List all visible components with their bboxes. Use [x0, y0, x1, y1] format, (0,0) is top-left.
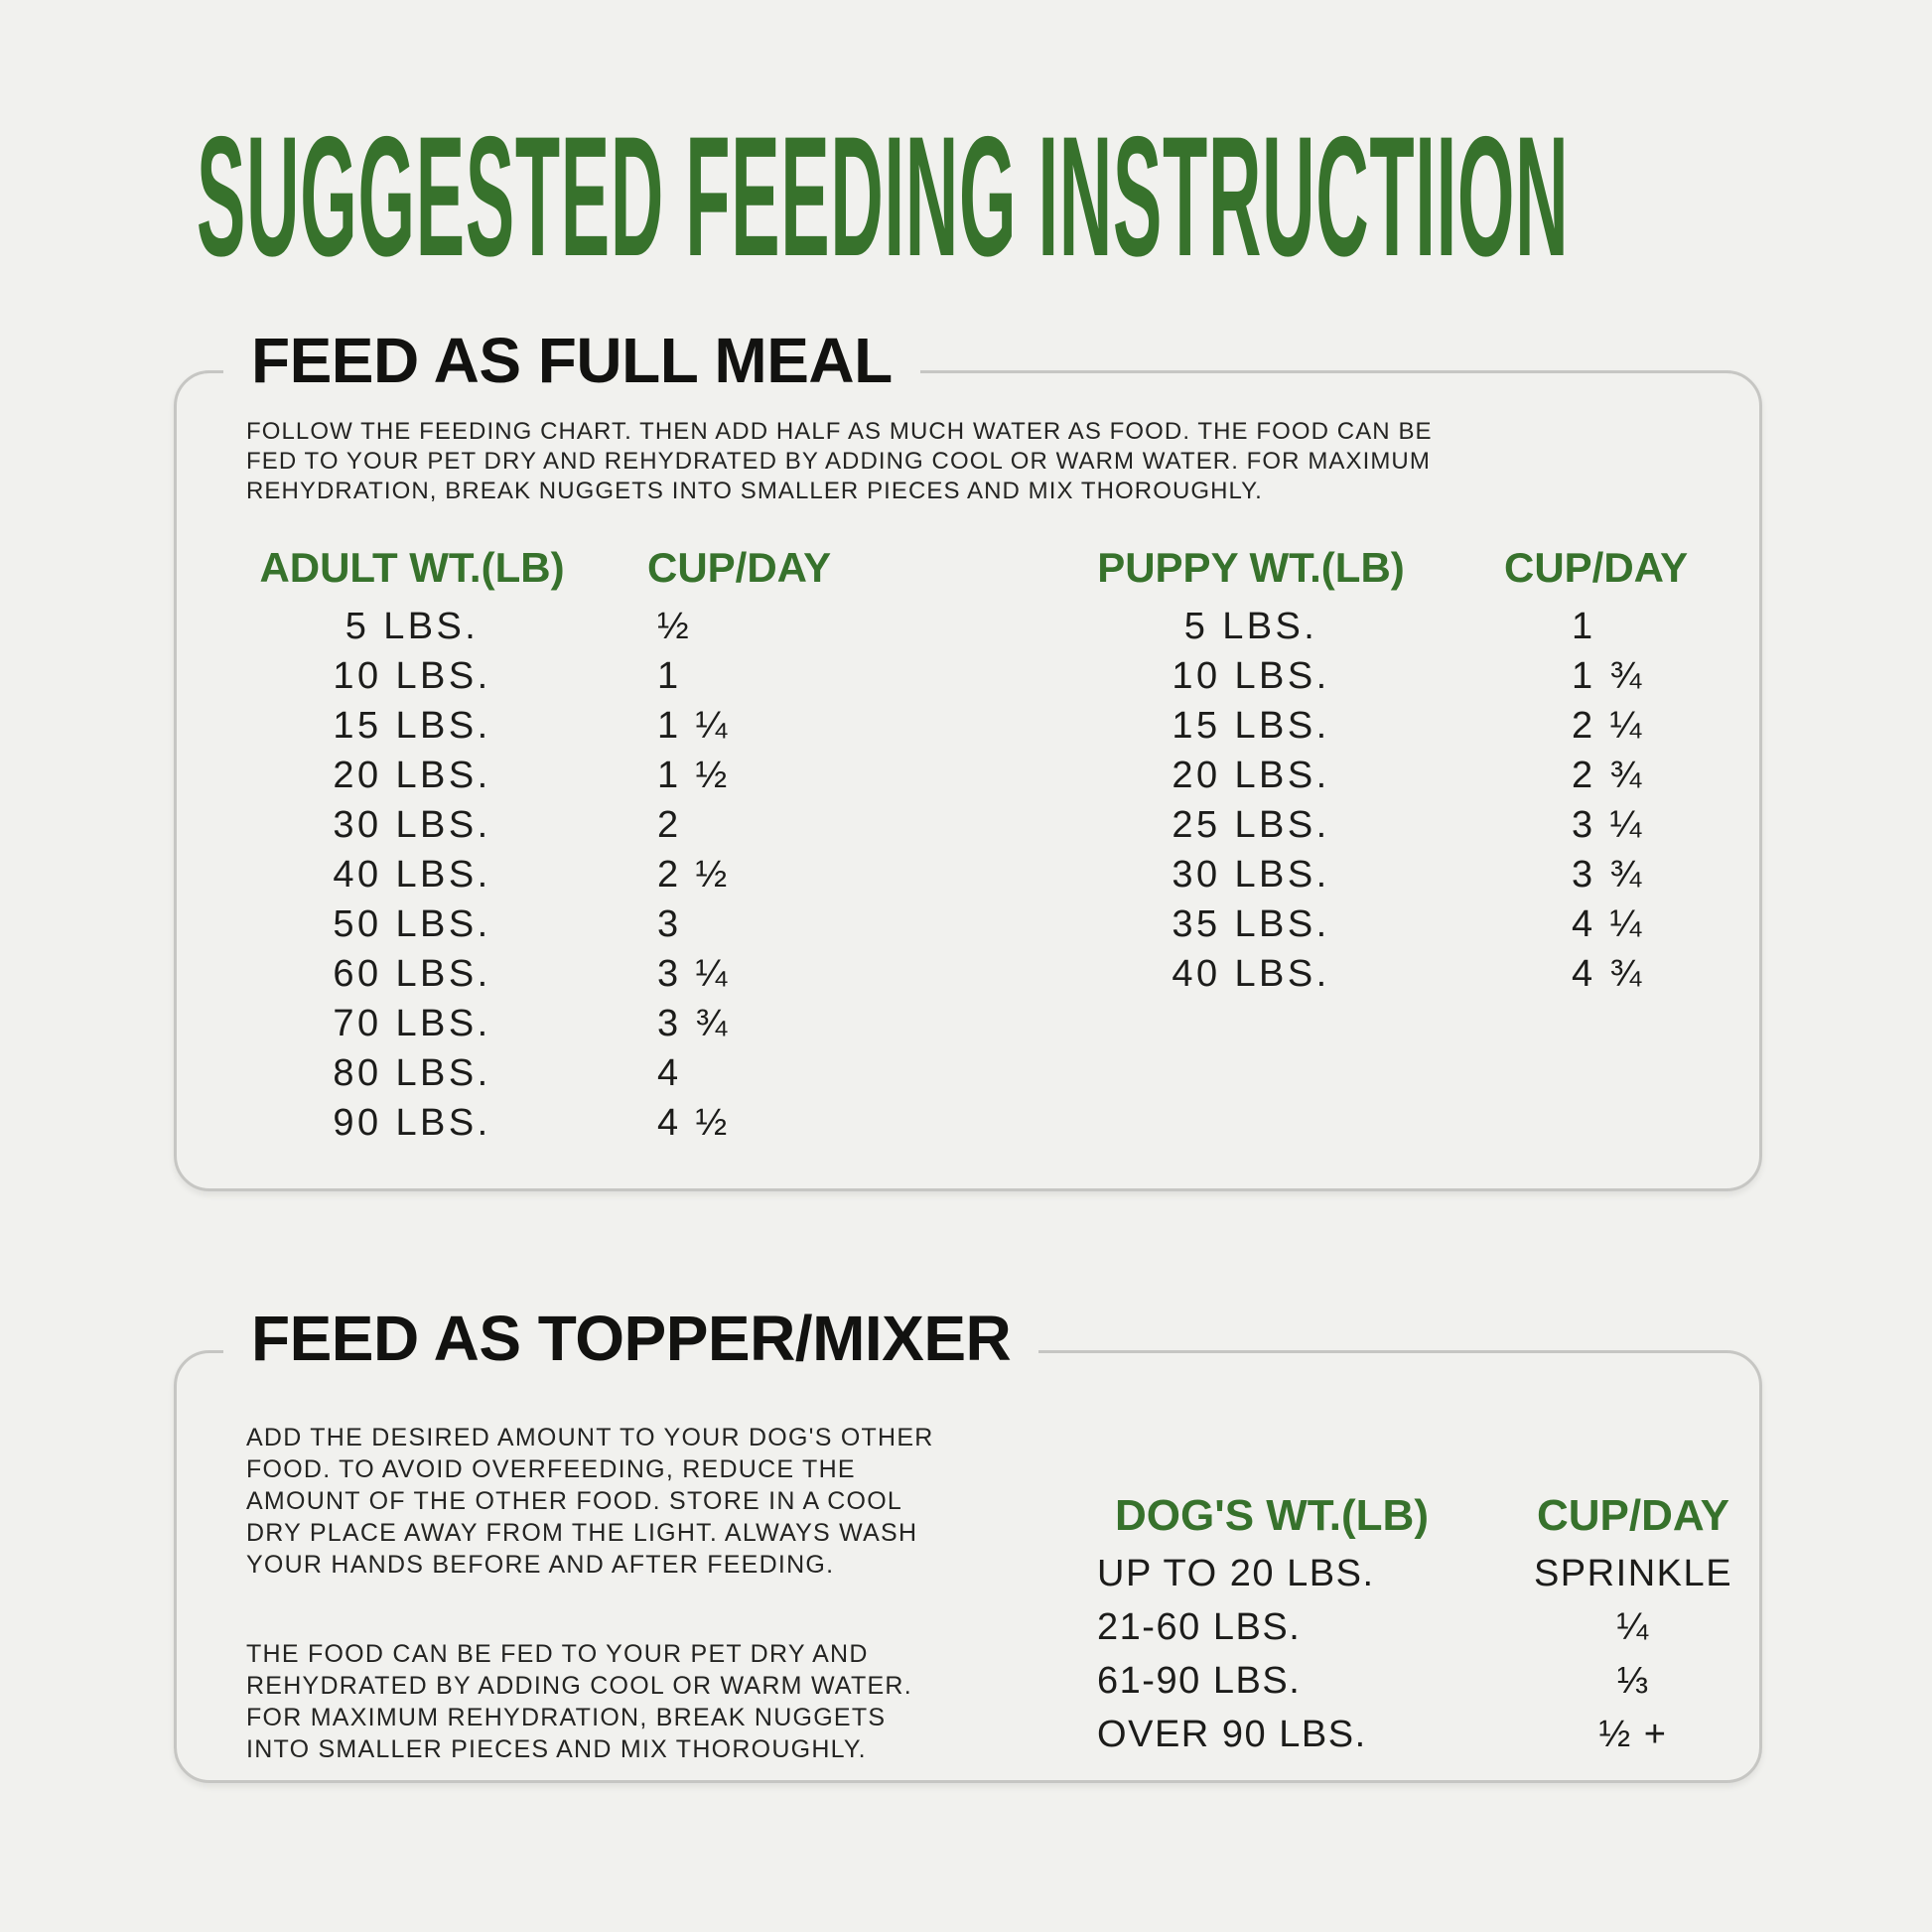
weight-cell: 61-90 LBS.: [1097, 1660, 1302, 1702]
weight-cell: 80 LBS.: [333, 1052, 491, 1094]
adult-cup-header: CUP/DAY: [647, 544, 832, 591]
cups-cell: ½: [657, 606, 693, 647]
weight-cell: 50 LBS.: [333, 903, 491, 945]
cups-cell: SPRINKLE: [1533, 1553, 1733, 1594]
weight-cell: 25 LBS.: [1172, 804, 1330, 846]
weight-cell: 30 LBS.: [1172, 854, 1330, 896]
weight-cell: 20 LBS.: [1172, 755, 1330, 796]
topper-cup-header: CUP/DAY: [1537, 1491, 1729, 1540]
weight-cell: 20 LBS.: [333, 755, 491, 796]
puppy-cup-header: CUP/DAY: [1504, 544, 1689, 591]
topper-paragraph-1: ADD THE DESIRED AMOUNT TO YOUR DOG'S OTH…: [246, 1424, 934, 1579]
weight-cell: 10 LBS.: [1172, 655, 1330, 697]
weight-cell: 5 LBS.: [1183, 606, 1318, 647]
cups-cell: 2 ¾: [1572, 755, 1645, 796]
weight-cell: 40 LBS.: [333, 854, 491, 896]
full-meal-heading: FEED AS FULL MEAL: [223, 326, 920, 395]
cups-cell: 3 ¼: [1572, 804, 1645, 846]
cups-cell: ½ +: [1598, 1714, 1668, 1755]
cups-cell: 3 ¼: [657, 953, 731, 995]
weight-cell: 15 LBS.: [333, 705, 491, 747]
cups-cell: 2: [657, 804, 682, 846]
cups-cell: ¼: [1616, 1606, 1650, 1648]
cups-cell: 3 ¾: [657, 1003, 731, 1044]
dog-weight-header: DOG'S WT.(LB): [1115, 1491, 1429, 1540]
weight-cell: 5 LBS.: [345, 606, 480, 647]
weight-cell: 35 LBS.: [1172, 903, 1330, 945]
cups-cell: 4 ¾: [1572, 953, 1645, 995]
full-meal-panel: [174, 370, 1762, 1191]
adult-feeding-table: ADULT WT.(LB) CUP/DAY 5 LBS. ½ 10 LBS. 1…: [238, 534, 876, 1148]
cups-cell: 4 ¼: [1572, 903, 1645, 945]
adult-weight-header: ADULT WT.(LB): [259, 544, 565, 591]
topper-paragraph-2: THE FOOD CAN BE FED TO YOUR PET DRY AND …: [246, 1640, 912, 1763]
cups-cell: 4: [657, 1052, 682, 1094]
cups-cell: 1: [1572, 606, 1596, 647]
weight-cell: 70 LBS.: [333, 1003, 491, 1044]
weight-cell: 40 LBS.: [1172, 953, 1330, 995]
weight-cell: OVER 90 LBS.: [1097, 1714, 1367, 1755]
cups-cell: 3: [657, 903, 682, 945]
cups-cell: 1 ½: [657, 755, 731, 796]
cups-cell: 4 ½: [657, 1102, 731, 1144]
weight-cell: 90 LBS.: [333, 1102, 491, 1144]
cups-cell: 1 ¾: [1572, 655, 1645, 697]
puppy-feeding-table: PUPPY WT.(LB) CUP/DAY 5 LBS. 1 10 LBS. 1…: [1082, 534, 1772, 999]
page-title: SUGGESTED FEEDING INSTRUCTIION: [197, 101, 1570, 292]
weight-cell: 30 LBS.: [333, 804, 491, 846]
weight-cell: 60 LBS.: [333, 953, 491, 995]
cups-cell: 3 ¾: [1572, 854, 1645, 896]
puppy-weight-header: PUPPY WT.(LB): [1097, 544, 1405, 591]
cups-cell: ⅓: [1616, 1660, 1650, 1702]
weight-cell: 10 LBS.: [333, 655, 491, 697]
topper-heading: FEED AS TOPPER/MIXER: [223, 1304, 1039, 1373]
weight-cell: 21-60 LBS.: [1097, 1606, 1302, 1648]
cups-cell: 2 ½: [657, 854, 731, 896]
topper-feeding-table: DOG'S WT.(LB) CUP/DAY UP TO 20 LBS. SPRI…: [1097, 1485, 1772, 1761]
cups-cell: 1 ¼: [657, 705, 731, 747]
weight-cell: UP TO 20 LBS.: [1097, 1553, 1375, 1594]
cups-cell: 2 ¼: [1572, 705, 1645, 747]
weight-cell: 15 LBS.: [1172, 705, 1330, 747]
cups-cell: 1: [657, 655, 682, 697]
full-meal-intro: FOLLOW THE FEEDING CHART. THEN ADD HALF …: [246, 418, 1433, 504]
